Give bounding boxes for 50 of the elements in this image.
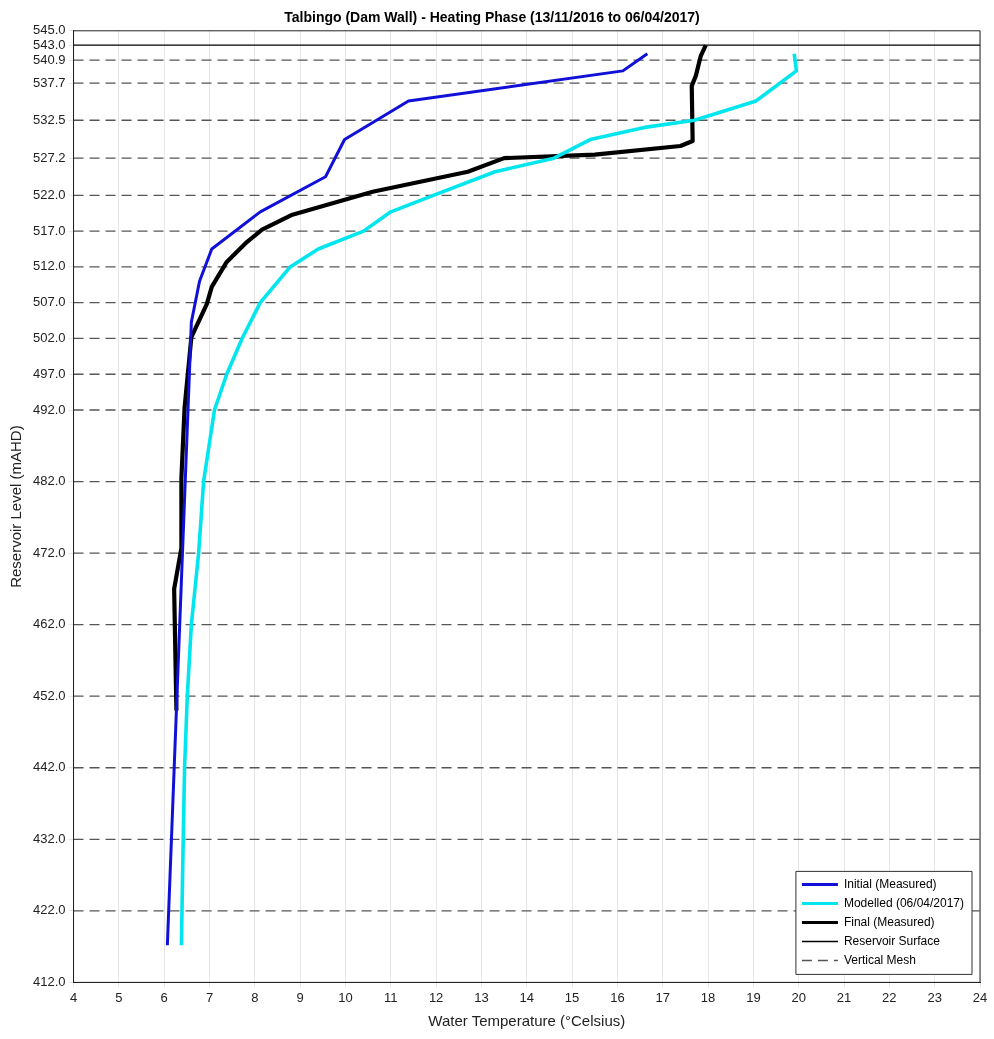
- x-axis-title: Water Temperature (°Celsius): [428, 1012, 626, 1030]
- y-tick-label: 512.0: [32, 258, 66, 274]
- y-tick-label: 517.0: [32, 222, 66, 238]
- x-tick-label: 4: [69, 989, 78, 1005]
- x-tick-label: 10: [338, 989, 353, 1005]
- x-tick-label: 8: [251, 989, 259, 1005]
- y-tick-label: 492.0: [32, 401, 66, 417]
- x-tick-label: 24: [972, 989, 988, 1005]
- legend-label: Reservoir Surface: [843, 933, 941, 948]
- x-tick-label: 16: [610, 989, 625, 1005]
- legend-label: Initial (Measured): [843, 876, 937, 891]
- y-tick-label: 507.0: [32, 294, 66, 310]
- y-tick-label: 522.0: [32, 186, 66, 202]
- y-tick-label: 482.0: [32, 473, 66, 489]
- y-tick-label: 442.0: [32, 759, 66, 775]
- y-axis-title: Reservoir Level (mAHD): [7, 425, 25, 588]
- x-tick-label: 19: [746, 989, 761, 1005]
- y-tick-label: 422.0: [32, 902, 66, 918]
- y-tick-label: 537.7: [32, 74, 66, 90]
- x-tick-label: 15: [564, 989, 580, 1005]
- x-tick-label: 17: [655, 989, 670, 1005]
- x-tick-label: 21: [836, 989, 852, 1005]
- x-tick-label: 23: [927, 989, 942, 1005]
- x-tick-label: 5: [115, 989, 123, 1005]
- x-tick-label: 12: [428, 989, 444, 1005]
- y-tick-label: 412.0: [32, 973, 66, 989]
- y-tick-label: 545.0: [32, 22, 66, 38]
- y-tick-label: 497.0: [32, 365, 66, 381]
- y-tick-label: 527.2: [32, 149, 66, 165]
- legend-label: Vertical Mesh: [843, 952, 916, 967]
- legend-label: Final (Measured): [843, 914, 935, 929]
- x-tick-label: 6: [160, 989, 168, 1005]
- x-tick-label: 7: [205, 989, 214, 1005]
- x-tick-label: 18: [700, 989, 716, 1005]
- x-tick-label: 22: [882, 989, 897, 1005]
- x-tick-label: 13: [474, 989, 489, 1005]
- legend-label: Modelled (06/04/2017): [843, 895, 965, 910]
- x-tick-label: 20: [791, 989, 806, 1005]
- y-tick-label: 432.0: [32, 830, 66, 846]
- y-tick-label: 452.0: [32, 687, 66, 703]
- y-tick-label: 540.9: [32, 51, 66, 67]
- y-tick-label: 462.0: [32, 616, 66, 632]
- x-tick-label: 11: [384, 989, 398, 1005]
- y-tick-label: 502.0: [32, 330, 66, 346]
- y-tick-label: 532.5: [32, 111, 66, 127]
- chart-title: Talbingo (Dam Wall) - Heating Phase (13/11/2016 to 06/04/2017): [284, 9, 700, 26]
- y-tick-label: 472.0: [32, 544, 66, 560]
- x-tick-label: 9: [296, 989, 304, 1005]
- y-tick-label: 543.0: [32, 36, 66, 52]
- x-tick-label: 14: [519, 989, 534, 1005]
